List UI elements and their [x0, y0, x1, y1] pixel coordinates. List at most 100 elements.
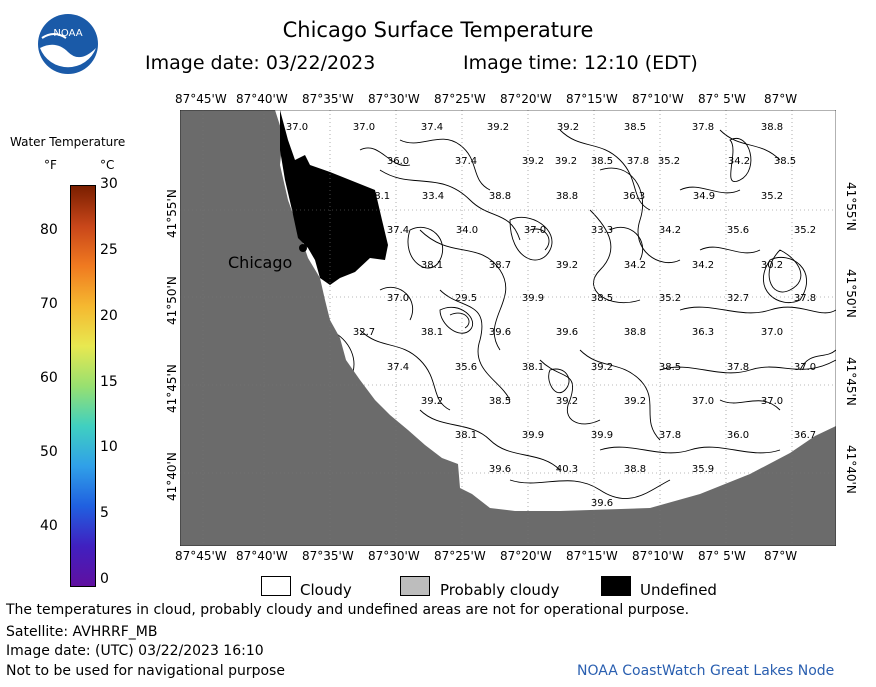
latitude-label: 41°40'N: [844, 445, 858, 494]
temperature-value: 39.6: [556, 327, 578, 338]
temperature-value: 38.5: [774, 156, 796, 167]
longitude-gridlines: [202, 110, 793, 546]
temperature-value: 38.5: [489, 396, 511, 407]
longitude-label: 87°40'W: [236, 549, 288, 563]
longitude-label: 87°45'W: [175, 549, 227, 563]
image-time: Image time: 12:10 (EDT): [463, 52, 698, 74]
celsius-tick: 15: [100, 373, 118, 390]
temperature-value: 39.2: [421, 396, 443, 407]
fahrenheit-tick: 60: [40, 370, 58, 386]
temperature-value: 38.1: [522, 362, 544, 373]
temperature-value: 35.2: [658, 156, 680, 167]
temperature-value: 39.9: [522, 293, 544, 304]
temperature-value: 37.0: [524, 225, 546, 236]
longitude-label: 87° 5'W: [698, 549, 746, 563]
temperature-value: 35.2: [659, 293, 681, 304]
longitude-label: 87°25'W: [434, 92, 486, 106]
latitude-label: 41°45'N: [165, 364, 179, 413]
longitude-label: 87°35'W: [302, 92, 354, 106]
temperature-value: 36.3: [692, 327, 714, 338]
undefined-swatch: [601, 576, 631, 596]
temperature-value: 38.7: [489, 260, 511, 271]
temperature-value: 34.2: [659, 225, 681, 236]
temperature-value: 38.8: [556, 191, 578, 202]
fahrenheit-tick: 70: [40, 296, 58, 312]
fahrenheit-tick: 50: [40, 444, 58, 460]
temperature-value: 37.4: [421, 122, 443, 133]
city-label: Chicago: [228, 253, 293, 272]
temperature-value: 39.2: [591, 362, 613, 373]
colorbar-title: Water Temperature: [10, 135, 126, 149]
map-title: Chicago Surface Temperature: [282, 18, 594, 42]
cloudy-label: Cloudy: [300, 581, 352, 599]
navigation-warning: Not to be used for navigational purpose: [6, 663, 285, 679]
temperature-value: 37.0: [794, 362, 816, 373]
temperature-value: 37.0: [286, 122, 308, 133]
latitude-label: 41°40'N: [165, 452, 179, 501]
temperature-value: 35.6: [727, 225, 749, 236]
temperature-value: 38.8: [761, 122, 783, 133]
longitude-label: 87° 5'W: [698, 92, 746, 106]
temperature-value: 39.9: [591, 430, 613, 441]
probably-cloudy-swatch: [400, 576, 430, 596]
temperature-value: 37.0: [387, 293, 409, 304]
temperature-value: 37.4: [387, 362, 409, 373]
longitude-label: 87°15'W: [566, 549, 618, 563]
operational-note: The temperatures in cloud, probably clou…: [6, 602, 690, 618]
temperature-value: 39.6: [591, 498, 613, 509]
temperature-value: 30.2: [761, 260, 783, 271]
probably-cloudy-label: Probably cloudy: [440, 581, 560, 599]
longitude-label: 87°30'W: [368, 92, 420, 106]
celsius-tick: 20: [100, 307, 118, 324]
temperature-value: 38.8: [624, 327, 646, 338]
undefined-area: [280, 110, 388, 285]
temperature-value: 35.6: [455, 362, 477, 373]
temperature-value: 39.9: [522, 430, 544, 441]
temperature-value: 36.0: [727, 430, 749, 441]
temperature-value: 37.4: [387, 225, 409, 236]
temperature-value: 36.7: [794, 430, 816, 441]
temperature-value: 37.8: [659, 430, 681, 441]
temperature-value: 37.4: [455, 156, 477, 167]
temperature-value: 35.9: [692, 464, 714, 475]
fahrenheit-tick: 80: [40, 222, 58, 238]
temperature-value: 38.1: [455, 430, 477, 441]
temperature-value: 38.1: [421, 327, 443, 338]
temperature-value: 38.1: [421, 260, 443, 271]
temperature-value: 39.2: [487, 122, 509, 133]
temperature-value: 34.2: [728, 156, 750, 167]
cloudy-swatch: [261, 576, 291, 596]
temperature-value: 38.8: [489, 191, 511, 202]
celsius-unit: °C: [100, 158, 115, 172]
temperature-value: 36.0: [387, 156, 409, 167]
temperature-map: 37.0 37.0 37.4 39.2 39.2 38.5 37.8 38.8 39.2 36.0…: [180, 110, 836, 546]
celsius-tick: 10: [100, 439, 118, 456]
logo-text: NOAA: [53, 28, 82, 39]
latitude-label: 41°45'N: [844, 357, 858, 406]
temperature-value: 33.3: [591, 225, 613, 236]
longitude-label: 87°W: [764, 92, 798, 106]
temperature-value: 34.9: [693, 191, 715, 202]
latitude-label: 41°55'N: [844, 182, 858, 231]
temperature-value: 38.5: [624, 122, 646, 133]
fahrenheit-unit: °F: [44, 158, 57, 172]
latitude-label: 41°55'N: [165, 189, 179, 238]
temperature-value: 34.0: [456, 225, 478, 236]
longitude-label: 87°10'W: [632, 549, 684, 563]
temperature-value: 38.8: [624, 464, 646, 475]
longitude-label: 87°25'W: [434, 549, 486, 563]
utc-date: Image date: (UTC) 03/22/2023 16:10: [6, 643, 264, 659]
temperature-value: 37.0: [761, 327, 783, 338]
temperature-value: 38.5: [659, 362, 681, 373]
longitude-label: 87°45'W: [175, 92, 227, 106]
longitude-label: 87°30'W: [368, 549, 420, 563]
temperature-value: 39.2: [556, 396, 578, 407]
temperature-value: 36.3: [623, 191, 645, 202]
temperature-value: 34.2: [624, 260, 646, 271]
latitude-label: 41°50'N: [844, 269, 858, 318]
temperature-value: 37.0: [761, 396, 783, 407]
celsius-tick: 30: [100, 176, 118, 192]
longitude-label: 87°40'W: [236, 92, 288, 106]
longitude-label: 87°20'W: [500, 549, 552, 563]
temperature-value: 39.2: [556, 260, 578, 271]
